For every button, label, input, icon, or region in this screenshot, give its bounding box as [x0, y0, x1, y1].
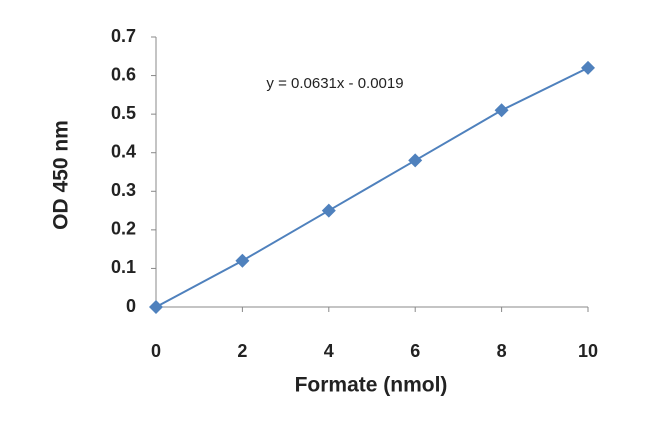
data-point [321, 203, 336, 218]
y-tick-label: 0 [126, 296, 136, 316]
x-tick-label: 0 [151, 341, 161, 361]
x-axis-title: Formate (nmol) [295, 374, 448, 397]
data-point [408, 153, 423, 168]
y-tick-label: 0.4 [111, 141, 136, 161]
x-tick-label: 6 [410, 341, 420, 361]
data-point [494, 103, 509, 118]
y-axis-title: OD 450 nm [50, 120, 73, 230]
data-point [149, 300, 163, 314]
x-tick-label: 8 [497, 341, 507, 361]
x-tick-label: 2 [237, 341, 247, 361]
y-tick-label: 0.3 [111, 180, 136, 200]
data-line [155, 66, 589, 308]
x-tick-label: 10 [578, 341, 598, 361]
data-point [581, 60, 595, 75]
y-tick-label: 0.5 [111, 103, 136, 123]
x-tick-label: 4 [324, 341, 334, 361]
y-tick-label: 0.2 [111, 219, 136, 239]
y-tick-label: 0.1 [111, 257, 136, 277]
y-tick-label: 0.6 [111, 64, 136, 84]
y-tick-label: 0.7 [111, 26, 136, 46]
data-point [235, 253, 250, 268]
equation-annotation: y = 0.0631x - 0.0019 [266, 75, 403, 92]
